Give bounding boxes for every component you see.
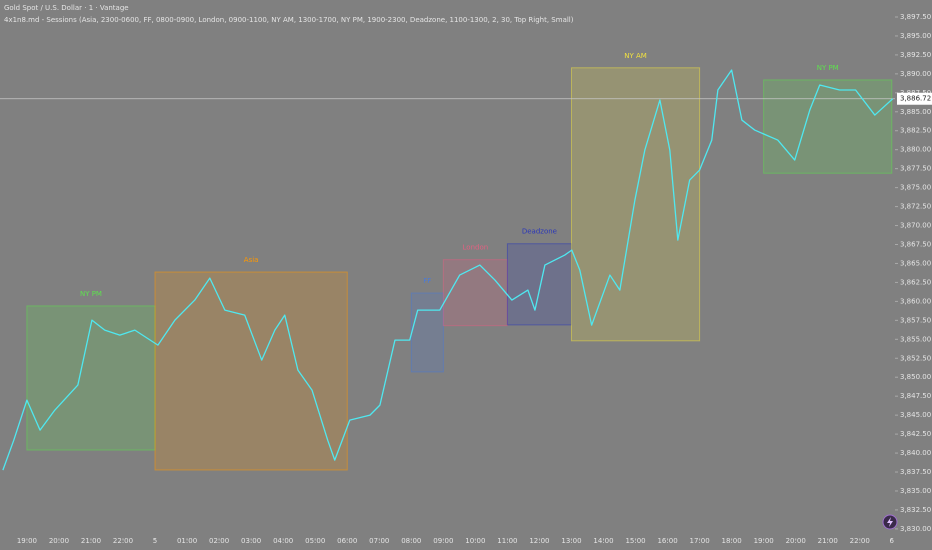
x-tick-label: 22:00	[113, 537, 133, 545]
y-tick-label: 3,880.00	[900, 146, 931, 154]
y-tick-label: 3,830.00	[900, 525, 931, 533]
y-tick-label: 3,862.50	[900, 278, 931, 286]
x-tick-label: 04:00	[273, 537, 293, 545]
x-tick-label: 03:00	[241, 537, 261, 545]
y-tick-label: 3,847.50	[900, 392, 931, 400]
y-tick-label: 3,885.00	[900, 108, 931, 116]
y-tick-label: 3,832.50	[900, 506, 931, 514]
x-tick-label: 18:00	[722, 537, 742, 545]
y-tick-label: 3,855.00	[900, 335, 931, 343]
x-tick-label: 05:00	[305, 537, 325, 545]
x-tick-label: 01:00	[177, 537, 197, 545]
x-tick-label: 19:00	[754, 537, 774, 545]
x-tick-label: 22:00	[850, 537, 870, 545]
x-tick-label: 5	[153, 537, 157, 545]
session-box	[442, 259, 508, 327]
session-label: London	[463, 244, 489, 252]
x-tick-label: 09:00	[433, 537, 453, 545]
x-tick-label: 21:00	[818, 537, 838, 545]
x-tick-label: 15:00	[625, 537, 645, 545]
y-tick-label: 3,897.50	[900, 13, 931, 21]
x-tick-label: 11:00	[497, 537, 517, 545]
y-tick-label: 3,845.00	[900, 411, 931, 419]
x-tick-label: 10:00	[465, 537, 485, 545]
y-tick-label: 3,877.50	[900, 165, 931, 173]
x-tick-label: 6	[890, 537, 895, 545]
x-tick-label: 13:00	[561, 537, 581, 545]
y-tick-label: 3,852.50	[900, 354, 931, 362]
y-tick-label: 3,892.50	[900, 51, 931, 59]
y-tick-label: 3,835.00	[900, 487, 931, 495]
y-tick-label: 3,865.00	[900, 259, 931, 267]
session-label: Deadzone	[522, 228, 557, 236]
y-tick-label: 3,882.50	[900, 127, 931, 135]
x-tick-label: 19:00	[17, 537, 37, 545]
session-label: NY AM	[624, 52, 647, 60]
session-box	[410, 292, 444, 373]
x-tick-label: 14:00	[593, 537, 613, 545]
y-tick-label: 3,837.50	[900, 468, 931, 476]
x-tick-label: 20:00	[786, 537, 806, 545]
lightning-glyph	[887, 517, 893, 527]
session-label: NY PM	[817, 64, 839, 72]
x-tick-label: 16:00	[657, 537, 677, 545]
y-tick-label: 3,870.00	[900, 222, 931, 230]
last-price-label: 3,886.72	[900, 95, 931, 103]
x-tick-label: 06:00	[337, 537, 357, 545]
y-tick-label: 3,867.50	[900, 241, 931, 249]
last-price-box	[897, 92, 932, 105]
session-label: NY PM	[80, 290, 102, 298]
chart-title: Gold Spot / U.S. Dollar · 1 · Vantage	[4, 4, 129, 12]
x-tick-label: 17:00	[690, 537, 710, 545]
session-box	[154, 271, 348, 471]
y-tick-label: 3,895.00	[900, 32, 931, 40]
x-tick-label: 21:00	[81, 537, 101, 545]
x-tick-label: 20:00	[49, 537, 69, 545]
y-tick-label: 3,857.50	[900, 316, 931, 324]
session-box	[763, 79, 893, 174]
x-tick-label: 12:00	[529, 537, 549, 545]
y-tick-label: 3,850.00	[900, 373, 931, 381]
y-tick-label: 3,860.00	[900, 297, 931, 305]
x-tick-label: 08:00	[401, 537, 421, 545]
indicator-legend: 4x1n8.md - Sessions (Asia, 2300-0600, FF…	[4, 16, 574, 24]
y-tick-label: 3,842.50	[900, 430, 931, 438]
session-box	[570, 67, 701, 342]
session-label: FF	[423, 277, 431, 285]
y-tick-label: 3,875.00	[900, 184, 931, 192]
y-tick-label: 3,872.50	[900, 203, 931, 211]
x-tick-label: 07:00	[369, 537, 389, 545]
session-label: Asia	[244, 256, 259, 264]
y-tick-label: 3,890.00	[900, 70, 931, 78]
y-tick-label: 3,840.00	[900, 449, 931, 457]
x-tick-label: 02:00	[209, 537, 229, 545]
price-line	[2, 69, 894, 471]
